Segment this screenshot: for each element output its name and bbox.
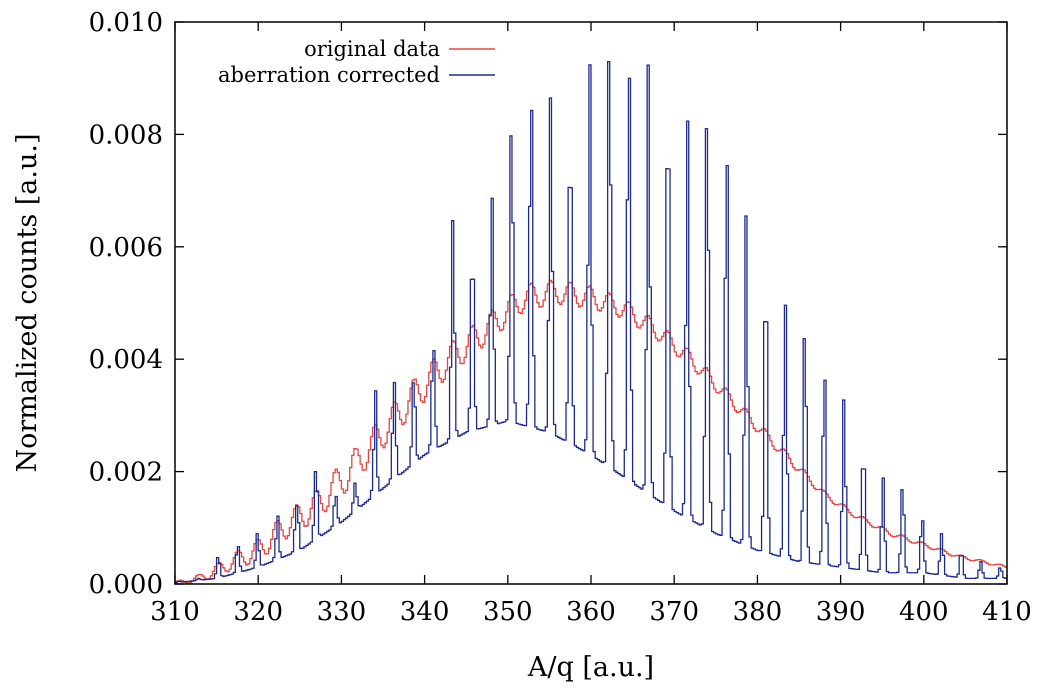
legend-label-original-data: original data: [304, 37, 440, 61]
x-tick-label: 340: [400, 597, 450, 627]
y-tick-label: 0.006: [89, 233, 163, 263]
y-tick-label: 0.010: [89, 8, 163, 38]
y-tick-label: 0.008: [89, 120, 163, 150]
x-tick-label: 400: [899, 597, 949, 627]
y-tick-label: 0.002: [89, 458, 163, 488]
x-tick-label: 310: [150, 597, 200, 627]
y-tick-label: 0.004: [89, 345, 163, 375]
x-tick-label: 350: [483, 597, 533, 627]
x-axis: 310 320 330 340 350 360 370 380 390 400 410: [150, 22, 1032, 627]
y-axis-label: Normalized counts [a.u.]: [12, 134, 43, 473]
x-tick-label: 410: [982, 597, 1032, 627]
legend: original data aberration corrected: [218, 37, 495, 87]
series-layer: [175, 60, 1007, 584]
x-tick-label: 360: [566, 597, 616, 627]
y-tick-label: 0.000: [89, 570, 163, 600]
x-tick-label: 320: [233, 597, 283, 627]
x-tick-label: 380: [733, 597, 783, 627]
y-axis: 0.000 0.002 0.004 0.006 0.008 0.010: [89, 8, 1007, 600]
x-axis-label: A/q [a.u.]: [527, 652, 654, 683]
series-line-aberration-corrected: [175, 60, 1007, 584]
x-tick-label: 370: [649, 597, 699, 627]
x-tick-label: 330: [317, 597, 367, 627]
legend-label-aberration-corrected: aberration corrected: [218, 63, 440, 87]
x-tick-label: 390: [816, 597, 866, 627]
